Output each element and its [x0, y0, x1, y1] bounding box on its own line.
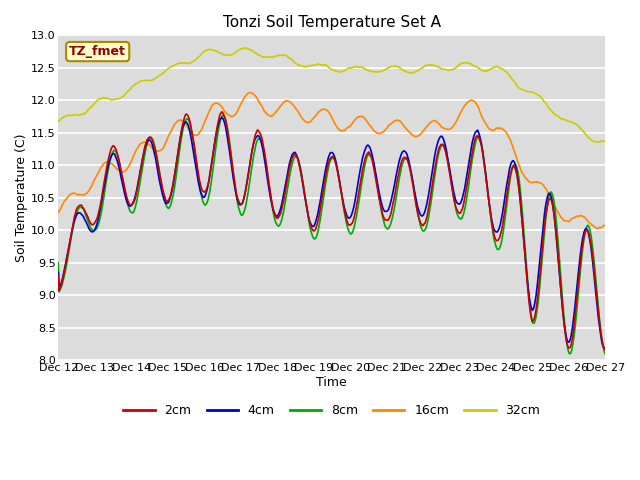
X-axis label: Time: Time — [316, 375, 348, 389]
Text: TZ_fmet: TZ_fmet — [69, 45, 126, 58]
Title: Tonzi Soil Temperature Set A: Tonzi Soil Temperature Set A — [223, 15, 441, 30]
Y-axis label: Soil Temperature (C): Soil Temperature (C) — [15, 133, 28, 262]
Legend: 2cm, 4cm, 8cm, 16cm, 32cm: 2cm, 4cm, 8cm, 16cm, 32cm — [118, 399, 545, 422]
